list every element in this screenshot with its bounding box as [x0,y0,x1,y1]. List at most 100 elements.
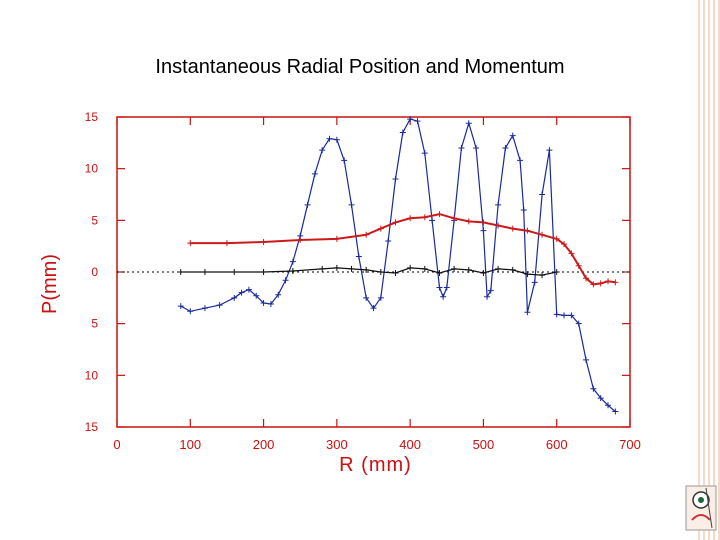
y-tick-label: 5 [91,317,98,331]
data-point [605,402,612,409]
data-point [473,145,480,151]
data-point [531,279,538,286]
data-point [583,275,590,282]
data-point [539,191,546,198]
data-point [590,385,597,392]
data-point [177,303,184,310]
x-tick-label: 500 [473,437,495,452]
data-point [605,278,612,285]
series-line-red [190,213,616,286]
data-point [231,269,238,275]
data-point [326,135,333,142]
data-point [377,294,384,301]
data-point [377,225,384,232]
series-black [177,264,560,279]
data-point [177,269,184,275]
data-point [260,269,267,275]
data-point [436,270,443,277]
data-point [509,266,516,273]
data-point [187,240,194,247]
data-point [436,211,443,218]
data-point [355,253,362,260]
data-point [612,279,619,286]
data-point [520,207,527,213]
data-point [451,265,458,272]
data-point [399,129,406,136]
data-point [363,231,370,238]
data-point [553,311,560,318]
data-point [289,258,296,265]
data-point [333,136,340,143]
data-point [421,150,428,157]
y-tick-label: 10 [85,162,99,176]
series-line-black [180,267,557,276]
data-point [465,218,472,225]
data-point [392,176,399,182]
data-point [363,294,370,301]
data-point [440,293,447,300]
data-point [495,222,502,229]
decorative-stripes [698,0,720,540]
data-point [267,301,274,308]
data-point [253,292,260,299]
data-point [385,238,392,244]
data-point [414,118,421,125]
data-point [333,235,340,242]
data-point [480,227,487,234]
x-tick-label: 0 [113,437,120,452]
data-point [297,236,304,243]
data-point [370,305,377,312]
data-point [524,309,531,316]
data-point [201,305,208,312]
data-point [517,157,524,164]
data-point [260,300,267,306]
data-point [216,302,223,309]
data-point [480,219,487,226]
data-point [451,215,458,222]
data-point [319,147,326,154]
data-point [333,264,340,271]
data-point [436,284,443,291]
data-point [546,147,553,154]
data-point [487,287,494,294]
x-axis-label: R (mm) [339,454,412,476]
data-point [289,267,296,274]
data-point [392,219,399,226]
data-point [465,120,472,127]
data-point [561,312,568,319]
data-point [612,408,619,415]
data-point [341,157,348,164]
data-point [495,201,502,208]
data-point [245,286,252,293]
data-point [465,266,472,273]
data-point [231,294,238,301]
data-point [597,280,604,287]
data-point [421,214,428,221]
data-point [260,239,267,246]
chart-title: Instantaneous Radial Position and Moment… [155,56,565,78]
x-tick-label: 200 [253,437,275,452]
data-point [348,201,355,208]
data-point [575,320,582,327]
data-point [363,266,370,273]
y-tick-label: 0 [91,265,98,279]
y-tick-label: 5 [91,213,98,227]
data-point [319,265,326,272]
data-point [275,291,282,298]
x-tick-label: 400 [399,437,421,452]
y-axis-label: P(mm) [39,254,61,314]
data-point [223,240,230,247]
series-line-blue [180,118,616,412]
data-point [480,270,487,277]
data-point [458,145,465,151]
data-point [539,272,546,279]
data-point [201,269,208,275]
data-point [568,312,575,319]
data-point [443,284,450,291]
data-point [407,215,414,222]
data-point [311,170,318,177]
corner-logo-icon [685,485,717,531]
data-point [238,289,245,296]
y-tick-label: 15 [85,420,99,434]
